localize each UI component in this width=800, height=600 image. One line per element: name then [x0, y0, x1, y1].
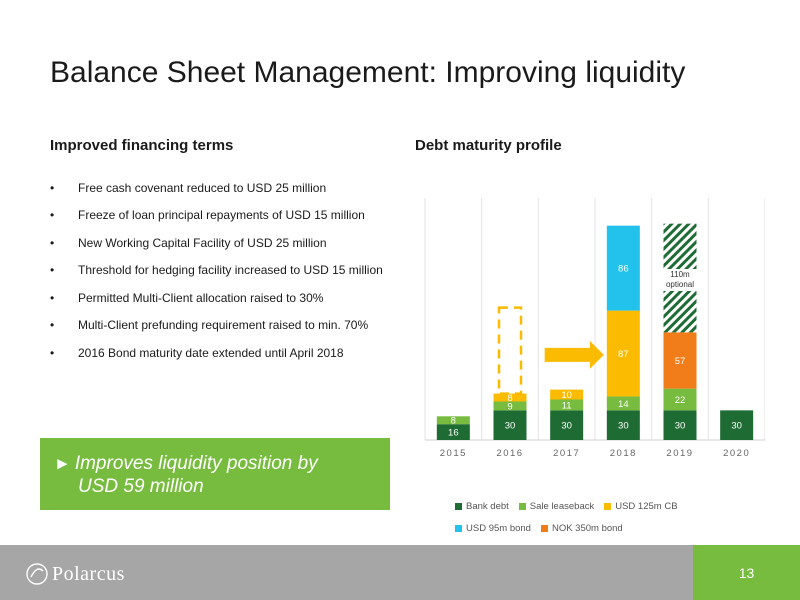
legend-label: USD 125m CB: [615, 500, 678, 512]
bullet-item: • Permitted Multi-Client allocation raise…: [50, 284, 410, 312]
bar-value-label: 22: [675, 395, 686, 406]
financing-terms-list: • Free cash covenant reduced to USD 25 mi…: [50, 174, 410, 367]
bar-segment: [720, 410, 754, 440]
bullet-text: Freeze of loan principal repayments of U…: [78, 208, 365, 223]
callout-line-2: USD 59 million: [78, 476, 204, 497]
page-number: 13: [693, 545, 800, 600]
callout-line-1: Improves liquidity position by: [74, 453, 318, 474]
optional-label-bg: [659, 269, 701, 292]
bullet-text: Multi-Client prefunding requirement rais…: [78, 318, 369, 333]
legend-label: NOK 350m bond: [551, 522, 623, 534]
x-tick-label: 2018: [610, 448, 637, 459]
chart-legend: Bank debt Sale leaseback USD 125m CB USD 9…: [455, 495, 755, 539]
bar-segment: [663, 332, 697, 389]
bullet-text: Threshold for hedging facility increased…: [78, 263, 383, 278]
bar-value-label: 9: [507, 401, 512, 412]
bullet-text: Free cash covenant reduced to USD 25 mil…: [78, 180, 327, 195]
bar-value-label: 14: [618, 399, 629, 410]
x-tick-label: 2016: [496, 448, 523, 459]
bar-value-label: 30: [675, 421, 686, 432]
legend-item: USD 95m bond: [455, 523, 531, 534]
bar-value-label: 16: [448, 428, 459, 439]
bullet-item: • New Working Capital Facility of USD 25 …: [50, 229, 410, 257]
bullet-item: • Multi-Client prefunding requirement rai…: [50, 312, 410, 340]
bullet-dot: •: [50, 318, 55, 333]
optional-label: 110m optional: [666, 270, 694, 289]
financing-terms-heading: Improved financing terms: [50, 137, 234, 154]
bullet-dot: •: [50, 180, 55, 195]
moved-debt-dashed-box: [497, 306, 523, 395]
bar-value-label: 86: [618, 264, 629, 275]
company-logo: Polarcus: [24, 559, 125, 589]
bullet-dot: •: [50, 290, 55, 305]
bar-segment: [493, 393, 527, 402]
bar-segment: [606, 396, 640, 411]
bar-segment: [493, 401, 527, 411]
bar-segment: [550, 389, 584, 400]
callout-arrow-icon: ►: [54, 454, 71, 473]
bullet-text: 2016 Bond maturity date extended until A…: [78, 345, 344, 360]
logo-text: Polarcus: [52, 562, 125, 585]
legend-label: USD 95m bond: [466, 522, 531, 534]
bar-value-label: 57: [675, 356, 686, 367]
bullet-text: Permitted Multi-Client allocation raised…: [78, 290, 324, 305]
x-tick-label: 2015: [440, 448, 467, 459]
legend-label: Sale leaseback: [529, 500, 595, 512]
logo-swirl-icon: [26, 563, 48, 585]
legend-swatch: [604, 502, 612, 510]
bar-segment: [663, 388, 697, 411]
bullet-item: • Free cash covenant reduced to USD 25 mi…: [50, 174, 410, 202]
bar-segment: [550, 399, 584, 411]
debt-maturity-heading: Debt maturity profile: [415, 137, 562, 154]
bar-segment: [436, 424, 470, 440]
bar-value-label: 11: [562, 400, 572, 411]
bullet-item: • 2016 Bond maturity date extended until …: [50, 339, 410, 367]
bar-segment: [606, 310, 640, 397]
bar-segment: [550, 410, 584, 440]
legend-swatch: [540, 524, 548, 532]
bullet-dot: •: [50, 235, 55, 250]
footer-bar: Polarcus 13: [0, 545, 800, 600]
liquidity-callout: ► Improves liquidity position by USD 59 m…: [40, 438, 390, 510]
bullet-dot: •: [50, 345, 55, 360]
bullet-text: New Working Capital Facility of USD 25 m…: [78, 235, 327, 250]
legend-item: NOK 350m bond: [540, 522, 623, 534]
legend-swatch: [455, 502, 462, 510]
legend-label: Bank debt: [466, 500, 509, 512]
x-tick-label: 2017: [553, 448, 580, 459]
debt-maturity-chart: 16 8 2015 30 9 8 2016 30 11 10 2017 30 14 87 86 2018 30 2…: [415, 190, 765, 480]
bar-value-label: 30: [618, 421, 629, 432]
bar-segment: [493, 410, 527, 440]
legend-swatch: [518, 502, 526, 510]
x-tick-label: 2020: [723, 448, 750, 459]
bar-value-label: 87: [618, 349, 629, 360]
legend-swatch: [455, 524, 462, 532]
bar-value-label: 30: [731, 421, 742, 432]
bar-segment: [606, 410, 640, 440]
x-tick-label: 2019: [666, 448, 693, 459]
bullet-dot: •: [50, 263, 55, 278]
bar-segment: [606, 225, 640, 311]
legend-item: Bank debt: [455, 501, 509, 512]
bullet-item: • Freeze of loan principal repayments of …: [50, 202, 410, 230]
bar-value-label: 10: [561, 390, 572, 401]
move-arrow-icon: [544, 340, 604, 369]
legend-item: Sale leaseback: [518, 500, 595, 512]
bar-value-label: 8: [451, 416, 456, 427]
slide-title: Balance Sheet Management: Improving liqu…: [50, 56, 686, 89]
debt-maturity-chart-svg: 1682015309820163011102017301487862018302…: [424, 198, 765, 459]
bar-value-label: 30: [561, 421, 572, 432]
legend-item: USD 125m CB: [604, 500, 678, 512]
bar-segment: [663, 410, 697, 440]
bullet-item: • Threshold for hedging facility increase…: [50, 257, 410, 285]
bullet-dot: •: [50, 208, 55, 223]
bar-segment: [436, 416, 470, 425]
bar-value-label: 30: [505, 421, 516, 432]
bar-value-label: 8: [507, 393, 512, 404]
